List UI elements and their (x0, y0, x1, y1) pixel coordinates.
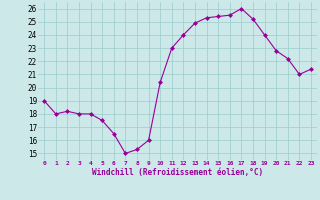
X-axis label: Windchill (Refroidissement éolien,°C): Windchill (Refroidissement éolien,°C) (92, 168, 263, 177)
